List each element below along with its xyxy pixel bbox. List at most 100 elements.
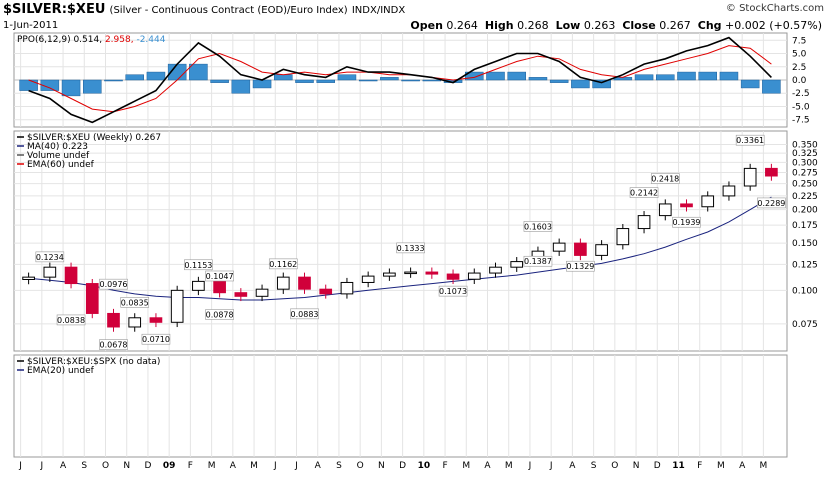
annotation-box <box>35 251 65 263</box>
ppo-y-tick: -5.0 <box>792 102 810 112</box>
price-y-tick: 0.225 <box>792 192 818 202</box>
open-label: Open <box>410 19 443 32</box>
price-y-tick: 0.075 <box>792 320 818 330</box>
x-tick-label: O <box>102 461 109 471</box>
ppo-legend-value: -2.444 <box>136 35 165 45</box>
ppo-histogram-bar <box>231 79 251 94</box>
x-tick-label: J <box>294 461 298 471</box>
ppo-histogram-bar <box>40 79 60 91</box>
ppo-y-tick: -2.5 <box>792 89 810 99</box>
ppo-panel: 7.5 5.0 2.5 0.0 -2.5 -5.0 -7.5 <box>14 36 810 126</box>
symbol-description: (Silver - Continuous Contract (EOD)/Euro… <box>109 5 348 16</box>
x-tick-label: O <box>611 461 618 471</box>
ppo-y-tick: 0.0 <box>792 76 807 86</box>
ppo-histogram-bar <box>210 79 229 83</box>
x-tick-label: D <box>654 461 661 471</box>
annotation-label: 0.0878 <box>206 310 234 319</box>
ppo-histogram-bar <box>295 79 314 83</box>
x-tick-label: D <box>144 461 151 471</box>
candle-body <box>276 276 290 290</box>
legends: PPO(6,12,9) 0.514, 2.958, -2.444 $SILVER… <box>17 35 166 376</box>
candle-body <box>425 271 439 275</box>
annotation-label: 0.0838 <box>57 316 85 325</box>
x-tick-label: 11 <box>672 461 685 471</box>
x-tick-label: J <box>528 461 532 471</box>
price-y-tick: 0.150 <box>792 239 818 249</box>
spx-legend-entry: EMA(20) undef <box>27 366 95 376</box>
candle-body <box>298 276 311 290</box>
annotation-label: 0.2418 <box>651 175 679 184</box>
candle-body <box>616 228 630 246</box>
price-legend-entry: $SILVER:$XEU (Weekly) 0.267 <box>27 133 161 143</box>
candle-body <box>595 244 608 256</box>
symbol: $SILVER:$XEU <box>3 2 106 17</box>
annotation-label: 0.1939 <box>673 218 701 227</box>
candle-body <box>467 272 481 280</box>
x-tick-label: J <box>18 461 22 471</box>
candle-body <box>234 292 248 297</box>
x-tick-label: M <box>717 461 725 471</box>
candle-body <box>340 281 354 295</box>
candle-body <box>255 288 269 297</box>
x-tick-label: N <box>633 461 640 471</box>
low-label: Low <box>555 19 581 32</box>
annotation-label: 0.2289 <box>757 199 785 208</box>
ppo-histogram-bar <box>762 79 781 94</box>
annotation-box <box>99 339 128 350</box>
price-legend-entry: Volume undef <box>27 151 90 161</box>
x-tick-label: A <box>569 461 576 471</box>
annotation-box <box>650 173 680 184</box>
x-tick-label: A <box>484 461 491 471</box>
annotation-box <box>566 260 595 272</box>
annotation-label: 0.1387 <box>524 257 552 266</box>
ppo-signal-line <box>28 45 772 113</box>
price-y-tick: 0.350 <box>792 140 818 150</box>
price-legend-entry: EMA(60) undef <box>27 160 95 170</box>
ppo-histogram-bar <box>83 79 102 94</box>
ppo-legend: PPO(6,12,9) 0.514, 2.958, -2.444 <box>17 35 166 45</box>
ppo-histogram-bar <box>740 79 760 89</box>
annotation-label: 0.3361 <box>736 136 764 145</box>
annotation-label: 0.1329 <box>566 262 594 271</box>
date-label: 1-Jun-2011 <box>3 20 59 31</box>
ppo-y-tick: 7.5 <box>792 36 806 46</box>
price-y-tick: 0.300 <box>792 158 818 168</box>
price-y-tick: 0.275 <box>792 169 818 179</box>
annotation-box <box>757 197 786 209</box>
spx-panel-frame <box>13 354 788 458</box>
ppo-histogram-bar <box>571 79 590 89</box>
ppo-y-tick: 2.5 <box>792 63 806 73</box>
annotation-label: 0.0976 <box>100 280 128 289</box>
annotation-label: 0.0835 <box>121 298 149 307</box>
ppo-legend-value: 2.958, <box>105 35 137 45</box>
candle-body <box>552 242 566 252</box>
annotation-box <box>205 270 234 282</box>
ppo-histogram-bar <box>698 71 717 81</box>
annotation-box <box>735 134 765 146</box>
candle-body <box>319 288 333 295</box>
ma40-line <box>28 196 772 301</box>
candle-body <box>43 266 57 278</box>
ppo-legend-name: PPO(6,12,9) <box>17 35 73 45</box>
ppo-histogram-bar <box>125 74 144 81</box>
x-tick-label: S <box>336 461 342 471</box>
x-axis: J J A S O N D 09 F M A M J J A S O N D 10 F M A M J J A S O N D 11 F M A M <box>18 461 767 471</box>
price-y-tick: 0.175 <box>792 221 818 231</box>
ppo-histogram-bar <box>146 71 166 81</box>
x-tick-label: N <box>123 461 130 471</box>
watermark: © StockCharts.com <box>725 3 824 14</box>
ppo-histogram-bar <box>656 74 675 81</box>
high-label: High <box>484 19 514 32</box>
candle-body <box>383 272 396 277</box>
x-tick-label: A <box>230 461 237 471</box>
ppo-histogram-bar <box>634 74 654 81</box>
ppo-histogram-bar <box>316 79 335 83</box>
price-y-tick: 0.325 <box>792 149 818 159</box>
x-tick-label: J <box>40 461 44 471</box>
ppo-histogram-bar <box>274 74 293 81</box>
annotation-label: 0.1603 <box>524 222 552 231</box>
candle-body <box>680 203 693 208</box>
annotation-box <box>523 255 553 267</box>
price-y-tick: 0.200 <box>792 206 818 216</box>
